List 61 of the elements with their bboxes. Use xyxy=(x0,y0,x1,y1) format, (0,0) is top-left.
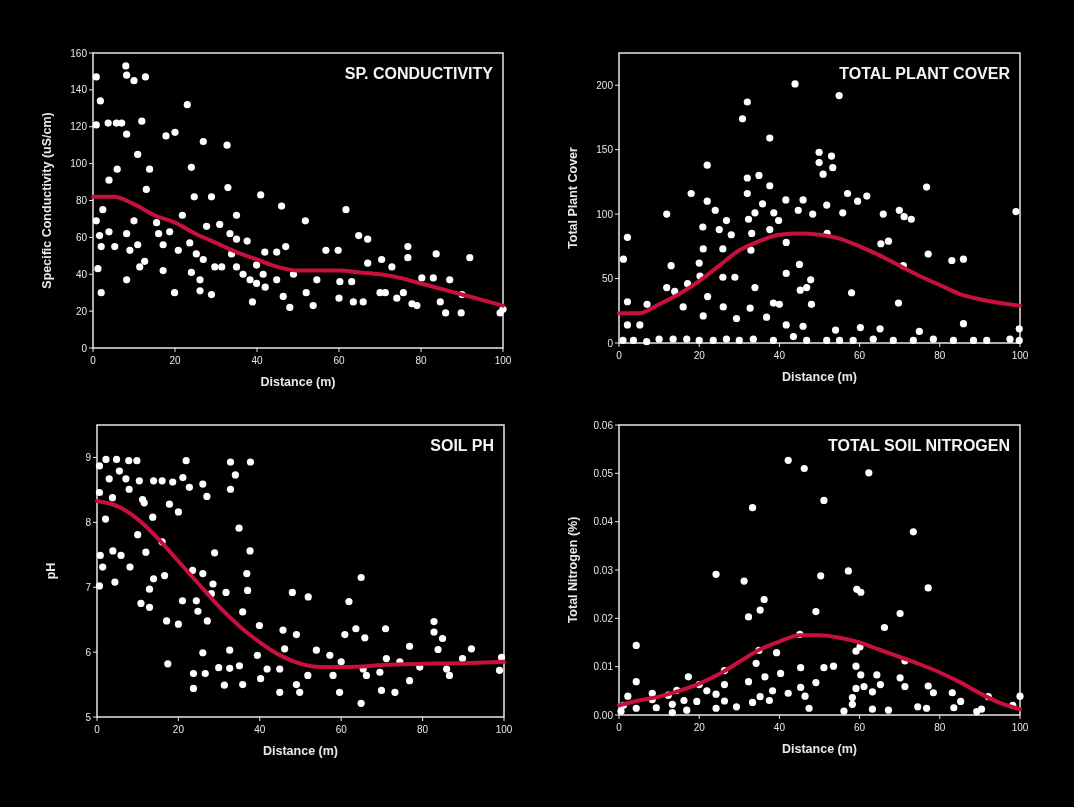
y-tick-label: 8 xyxy=(85,516,92,528)
x-tick-label: 100 xyxy=(494,355,512,366)
x-tick-label: 60 xyxy=(335,724,348,735)
x-tick-label: 80 xyxy=(934,350,946,361)
x-tick-label: 40 xyxy=(773,350,786,361)
y-tick-label: 120 xyxy=(70,121,88,133)
y-tick-label: 0.02 xyxy=(593,612,614,624)
x-tick-label: 100 xyxy=(495,724,513,735)
x-tick-label: 60 xyxy=(333,355,345,366)
x-tick-label: 80 xyxy=(934,722,946,733)
text: TOTAL PLANT COVER xyxy=(839,65,1011,82)
x-tick-label: 20 xyxy=(693,722,706,733)
y-tick-label: 50 xyxy=(601,273,614,285)
x-tick-label: 60 xyxy=(854,350,866,361)
x-axis-title: Distance (m) xyxy=(260,375,336,389)
x-axis-title: Distance (m) xyxy=(781,742,858,756)
y-tick-label: 100 xyxy=(70,158,88,170)
y-axis-title: Total Nitrogen (%) xyxy=(566,516,580,624)
x-tick-label: 0 xyxy=(616,722,623,733)
y-tick-label: 9 xyxy=(85,451,92,463)
x-tick-label: 80 xyxy=(417,724,429,735)
line-series xyxy=(617,231,1022,316)
text: SOIL PH xyxy=(430,437,494,454)
y-tick-label: 160 xyxy=(70,47,88,59)
y-tick-label: 140 xyxy=(70,84,88,96)
y-tick-label: 0.04 xyxy=(593,516,614,528)
y-axis-title: Specific Conductivity (uS/cm) xyxy=(40,112,54,289)
x-tick-label: 40 xyxy=(254,724,266,735)
y-tick-label: 0.06 xyxy=(593,419,614,431)
text: TOTAL SOIL NITROGEN xyxy=(828,437,1010,454)
x-axis-title: Distance (m) xyxy=(262,744,339,758)
y-tick-label: 7 xyxy=(85,581,92,593)
y-tick-label: 0.00 xyxy=(593,709,614,721)
x-tick-label: 0 xyxy=(616,350,623,361)
y-tick-label: 100 xyxy=(596,208,614,220)
y-tick-label: 0.03 xyxy=(593,564,614,576)
x-tick-label: 100 xyxy=(1011,350,1029,361)
x-tick-label: 60 xyxy=(854,722,866,733)
x-tick-label: 40 xyxy=(251,355,263,366)
y-tick-label: 0 xyxy=(607,337,614,349)
x-tick-label: 20 xyxy=(172,724,185,735)
y-tick-label: 6 xyxy=(85,646,92,658)
y-tick-label: 60 xyxy=(75,231,88,243)
y-axis-title: Total Plant Cover xyxy=(566,146,580,249)
y-tick-label: 0.05 xyxy=(593,467,614,479)
text: SP. CONDUCTIVITY xyxy=(344,65,494,82)
y-tick-label: 80 xyxy=(75,195,88,206)
x-tick-label: 80 xyxy=(415,355,427,366)
y-tick-label: 40 xyxy=(75,268,88,280)
x-axis-title: Distance (m) xyxy=(781,370,858,384)
y-tick-label: 0.01 xyxy=(593,661,614,673)
x-tick-label: 40 xyxy=(773,722,786,733)
y-tick-label: 200 xyxy=(596,79,614,91)
x-tick-label: 100 xyxy=(1011,722,1029,733)
x-tick-label: 20 xyxy=(169,355,181,366)
x-tick-label: 0 xyxy=(94,724,101,735)
x-tick-label: 20 xyxy=(693,350,706,361)
y-tick-label: 5 xyxy=(85,711,92,723)
y-tick-label: 150 xyxy=(596,144,614,156)
y-axis-title: pH xyxy=(44,562,58,580)
y-tick-label: 20 xyxy=(75,305,88,317)
